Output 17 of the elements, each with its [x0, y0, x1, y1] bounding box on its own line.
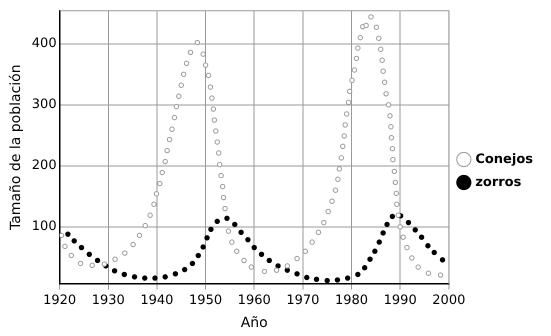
x-axis-title: Año: [240, 315, 268, 332]
y-axis-title: Tamaño de la población: [8, 64, 24, 232]
y-tick-label: 300: [32, 97, 57, 112]
x-tick-label: 1960: [238, 292, 271, 308]
x-tick-label: 1930: [92, 292, 125, 308]
x-tick-label: 1970: [286, 292, 320, 308]
x-tick-label: 1990: [384, 292, 417, 308]
x-tick-label: 1940: [140, 292, 174, 308]
y-tick-label: 200: [32, 158, 57, 174]
x-tick-label: 2000: [432, 292, 466, 308]
y-tick-label: 100: [32, 219, 57, 234]
x-tick-label: 1950: [189, 292, 222, 308]
legend-label: Conejos: [475, 152, 534, 167]
x-tick-label: 1980: [334, 292, 368, 308]
y-tick-label: 400: [32, 36, 57, 52]
x-tick-label: 1920: [43, 292, 76, 308]
legend-label: zorros: [475, 174, 522, 190]
